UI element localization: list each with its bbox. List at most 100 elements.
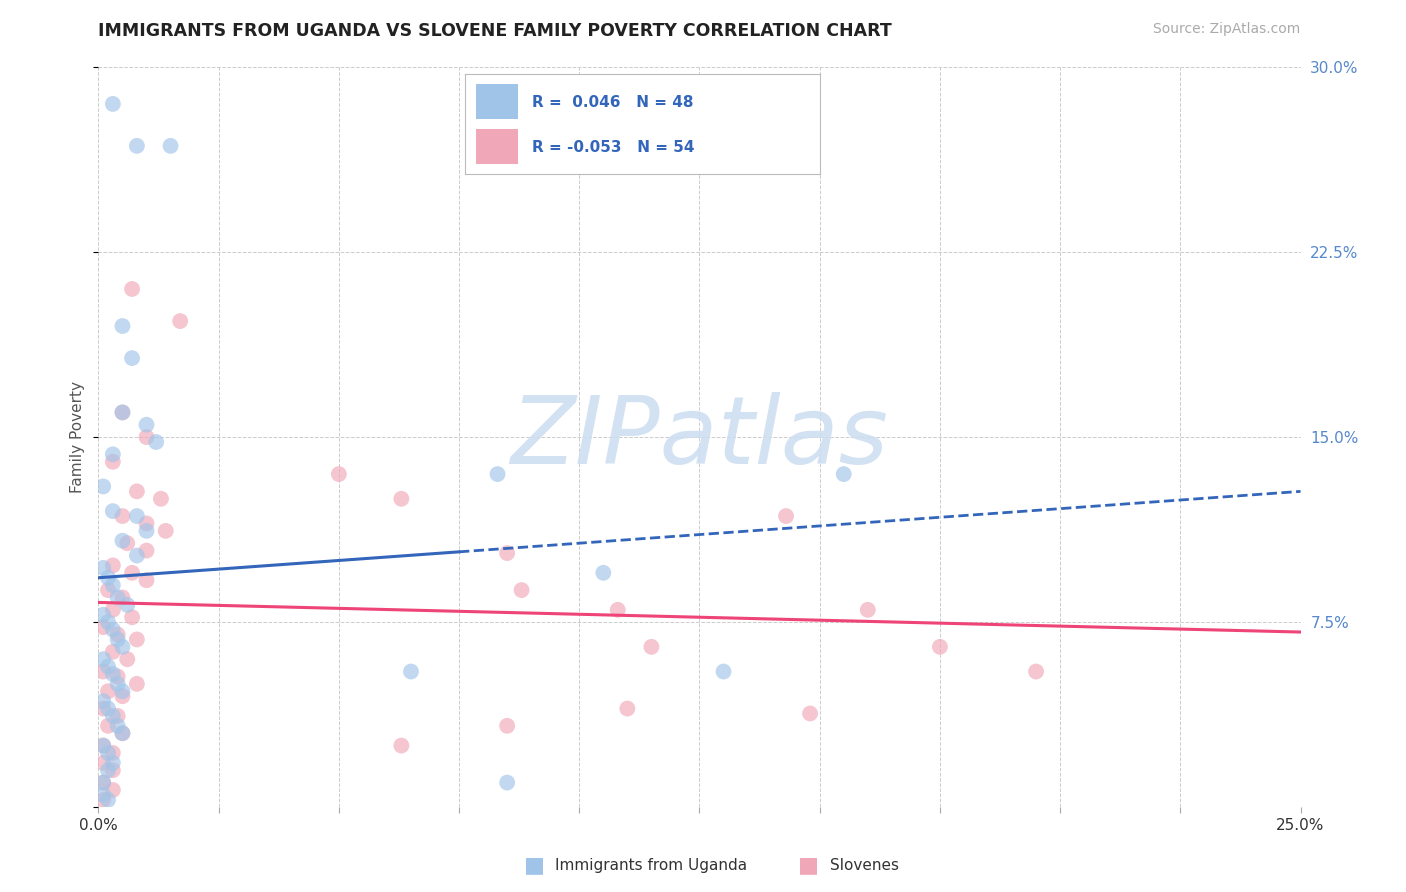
Point	[91, 775, 114, 789]
Point	[159, 139, 181, 153]
Point	[111, 509, 134, 524]
Point	[97, 684, 120, 698]
Point	[91, 756, 114, 770]
Point	[592, 566, 614, 580]
Point	[101, 709, 124, 723]
Point	[91, 694, 114, 708]
Y-axis label: Family Poverty: Family Poverty	[70, 381, 86, 493]
Point	[101, 746, 124, 760]
Point	[713, 665, 735, 679]
Point	[510, 583, 533, 598]
Point	[111, 405, 134, 419]
Text: Source: ZipAtlas.com: Source: ZipAtlas.com	[1153, 22, 1301, 37]
Point	[125, 549, 148, 563]
Point	[101, 623, 124, 637]
Point	[832, 467, 855, 482]
Point	[775, 509, 797, 524]
Text: ZIPatlas: ZIPatlas	[510, 392, 889, 483]
Text: ■: ■	[524, 855, 544, 875]
Point	[1025, 665, 1047, 679]
Point	[135, 524, 157, 538]
Point	[107, 632, 129, 647]
Point	[97, 571, 120, 585]
Text: Slovenes: Slovenes	[830, 858, 898, 872]
Point	[97, 719, 120, 733]
Point	[117, 598, 139, 612]
Point	[389, 739, 412, 753]
Point	[169, 314, 191, 328]
Point	[91, 561, 114, 575]
Point	[107, 627, 129, 641]
Point	[155, 524, 177, 538]
Point	[125, 139, 148, 153]
Point	[328, 467, 350, 482]
Point	[389, 491, 412, 506]
Point	[125, 677, 148, 691]
Point	[97, 764, 120, 778]
Point	[91, 479, 114, 493]
Point	[107, 709, 129, 723]
Point	[125, 484, 148, 499]
Point	[135, 573, 157, 587]
Point	[121, 282, 143, 296]
Point	[486, 467, 509, 482]
Point	[101, 603, 124, 617]
Point	[135, 430, 157, 444]
Point	[111, 690, 134, 704]
Point	[101, 578, 124, 592]
Point	[135, 516, 157, 531]
Point	[496, 775, 519, 789]
Point	[145, 435, 167, 450]
Point	[399, 665, 422, 679]
Point	[799, 706, 821, 721]
Point	[111, 684, 134, 698]
Text: IMMIGRANTS FROM UGANDA VS SLOVENE FAMILY POVERTY CORRELATION CHART: IMMIGRANTS FROM UGANDA VS SLOVENE FAMILY…	[98, 22, 893, 40]
Point	[856, 603, 879, 617]
Point	[606, 603, 628, 617]
Point	[97, 746, 120, 760]
Point	[91, 620, 114, 634]
Point	[125, 509, 148, 524]
Text: ■: ■	[799, 855, 818, 875]
Point	[101, 558, 124, 573]
Point	[91, 739, 114, 753]
Point	[97, 701, 120, 715]
Point	[121, 610, 143, 624]
Point	[107, 719, 129, 733]
Point	[107, 591, 129, 605]
Point	[101, 447, 124, 461]
Point	[101, 645, 124, 659]
Point	[928, 640, 950, 654]
Text: Immigrants from Uganda: Immigrants from Uganda	[555, 858, 748, 872]
Point	[91, 793, 114, 807]
Point	[97, 583, 120, 598]
Point	[111, 405, 134, 419]
Point	[91, 701, 114, 715]
Point	[496, 719, 519, 733]
Point	[91, 739, 114, 753]
Point	[149, 491, 172, 506]
Point	[111, 640, 134, 654]
Point	[91, 788, 114, 802]
Point	[117, 652, 139, 666]
Point	[101, 97, 124, 112]
Point	[91, 665, 114, 679]
Point	[111, 533, 134, 548]
Point	[91, 775, 114, 789]
Point	[107, 677, 129, 691]
Point	[616, 701, 638, 715]
Point	[135, 417, 157, 432]
Point	[101, 756, 124, 770]
Point	[91, 607, 114, 622]
Point	[135, 543, 157, 558]
Point	[640, 640, 662, 654]
Point	[101, 783, 124, 797]
Point	[111, 726, 134, 740]
Point	[496, 546, 519, 560]
Point	[101, 455, 124, 469]
Point	[101, 764, 124, 778]
Point	[97, 793, 120, 807]
Point	[111, 591, 134, 605]
Point	[97, 659, 120, 673]
Point	[97, 615, 120, 630]
